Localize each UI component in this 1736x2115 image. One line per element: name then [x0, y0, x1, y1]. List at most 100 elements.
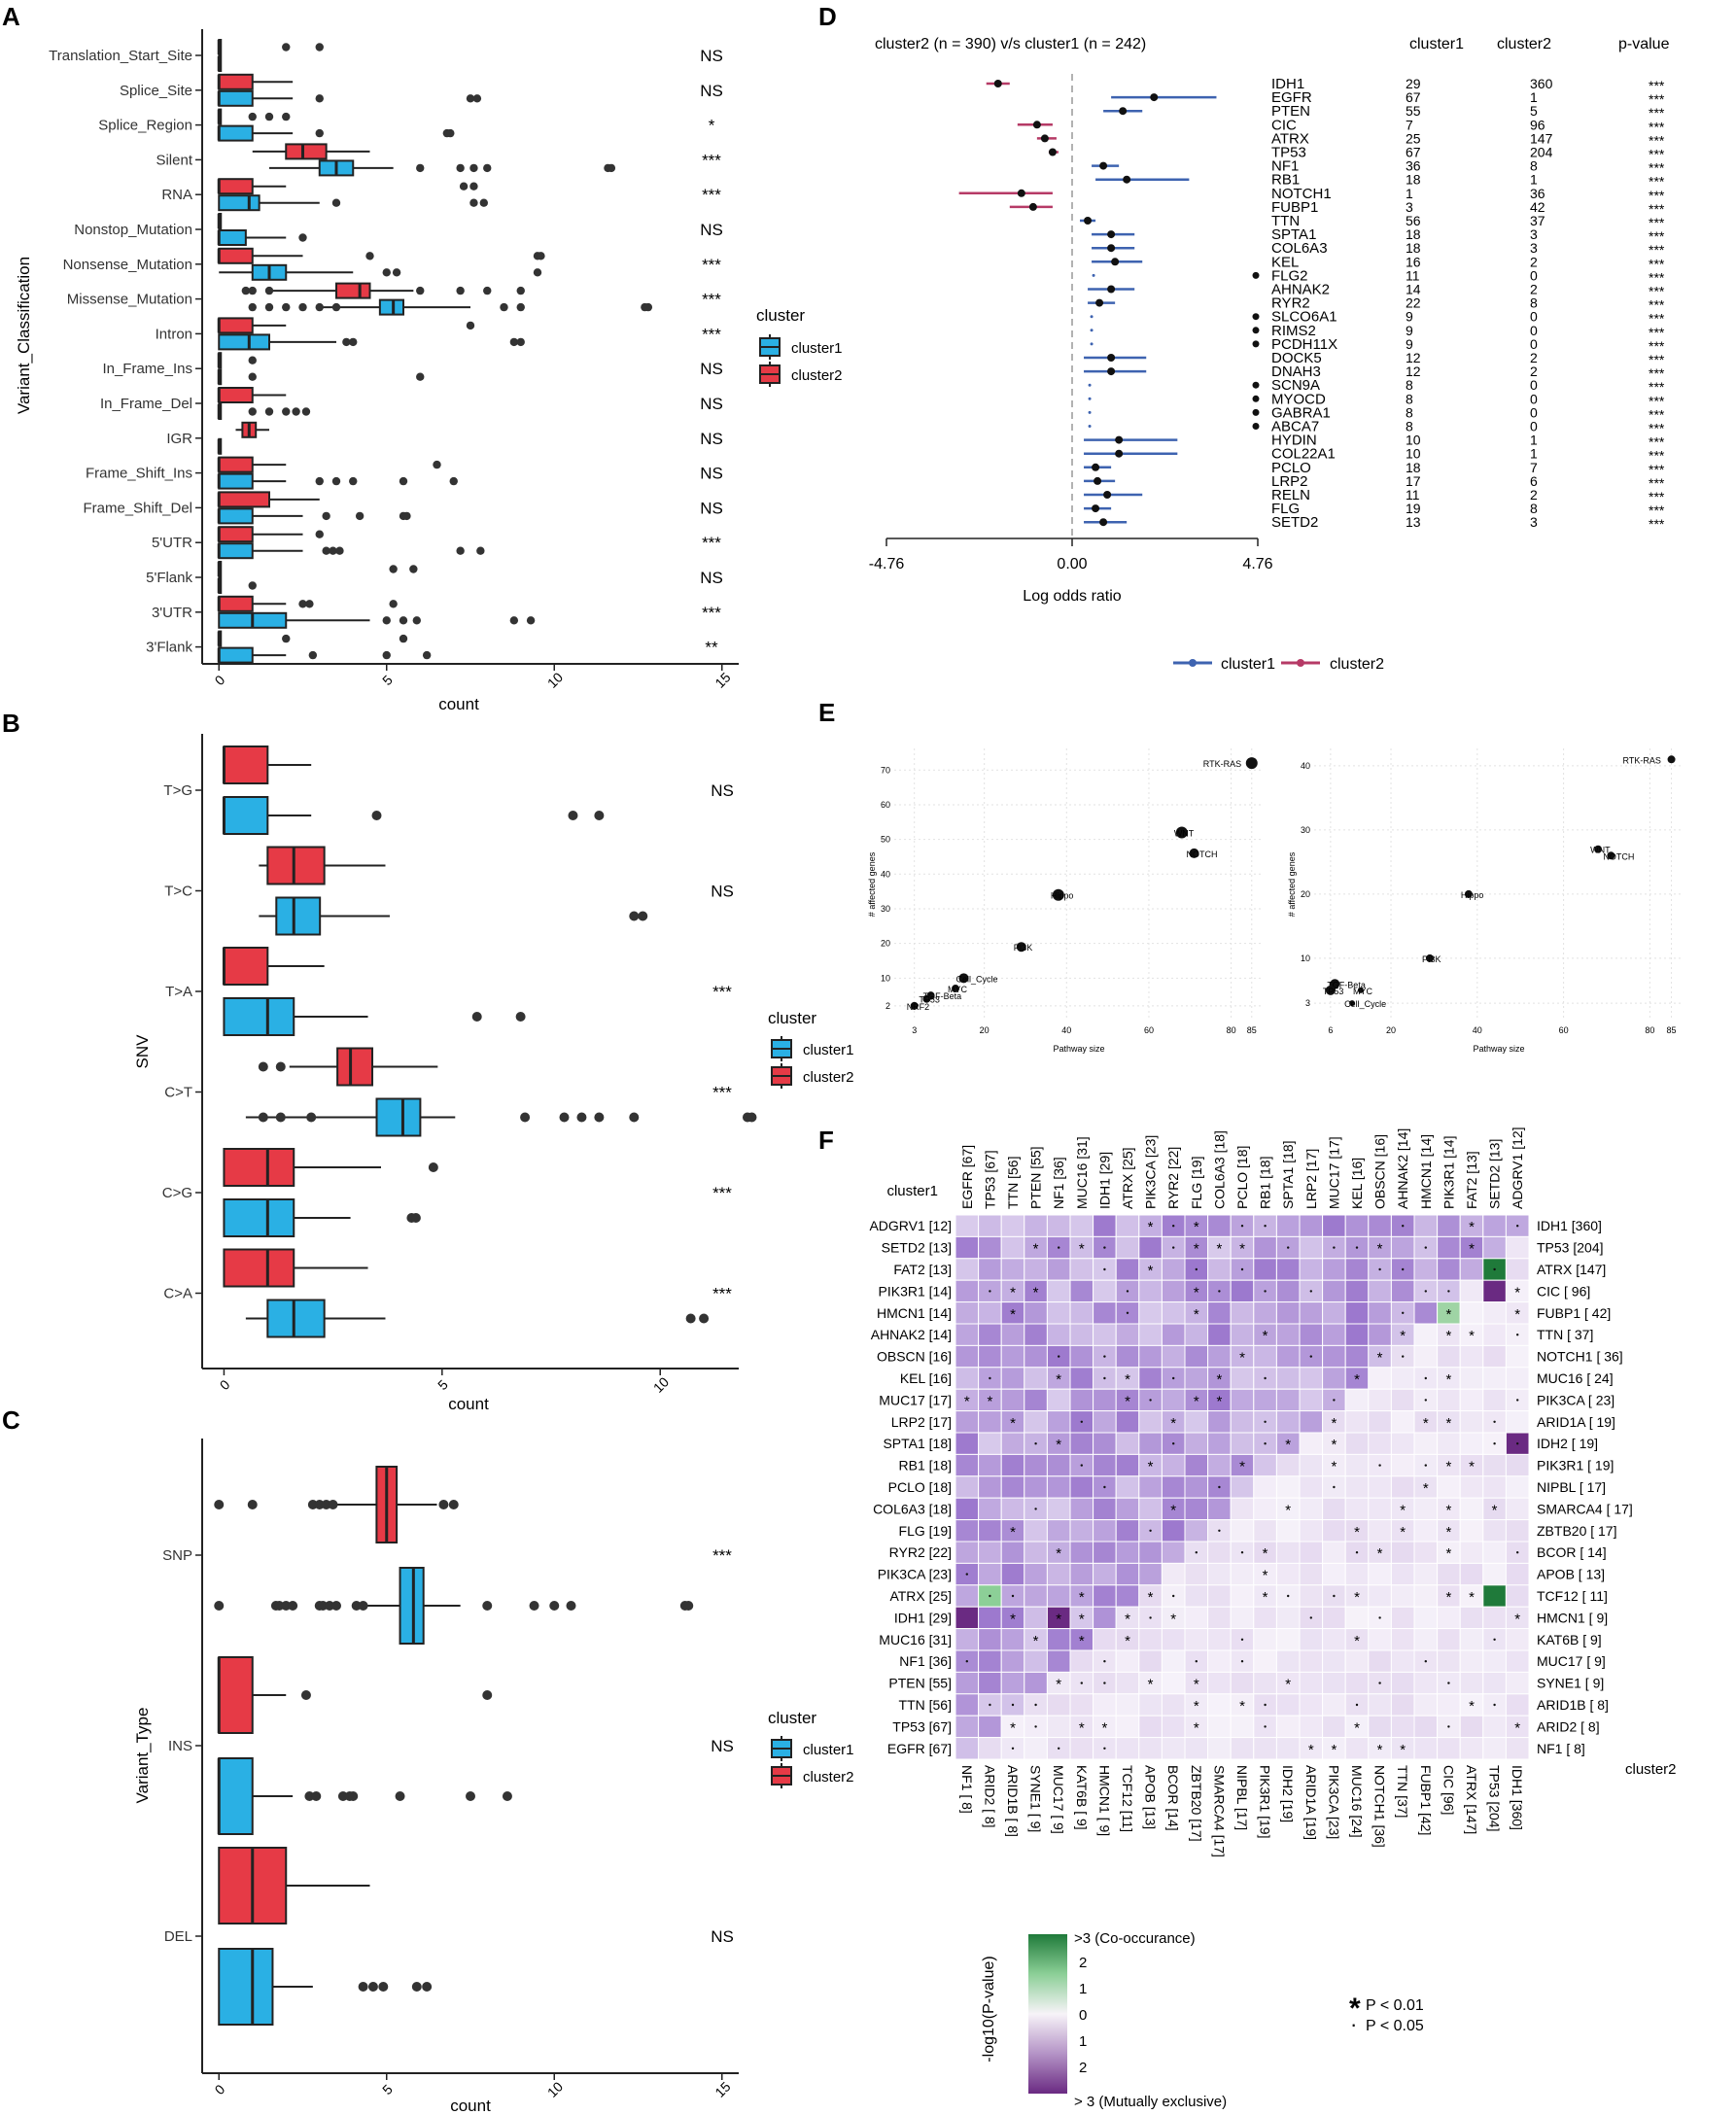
panel-b-legend: cluster cluster1 cluster2	[768, 1009, 854, 1089]
x-tick-label: 15	[712, 2078, 733, 2099]
forest-point	[1107, 367, 1116, 376]
heatmap-star: *	[1445, 1459, 1451, 1475]
significance-label: ***	[712, 1546, 732, 1565]
heatmap-cell	[1046, 1628, 1071, 1651]
forest-gene: RB1	[1271, 172, 1300, 189]
forest-tick-zero: 0.00	[1057, 556, 1087, 572]
heatmap-cell	[1046, 1497, 1071, 1521]
cluster1-outlier	[500, 302, 508, 312]
heatmap-cell	[1207, 1541, 1232, 1564]
forest-count-cluster2: 3	[1530, 240, 1538, 256]
heatmap-cell	[1115, 1475, 1140, 1499]
heatmap-cell	[1000, 1235, 1025, 1260]
forest-point	[1090, 342, 1094, 346]
scatter-y-tick: 3	[1305, 998, 1310, 1008]
heatmap-star: *	[1125, 1393, 1130, 1409]
forest-count-cluster2: 1	[1530, 172, 1538, 188]
significance-label: NS	[711, 1737, 734, 1755]
forest-pvalue: ***	[1649, 365, 1665, 381]
significance-label: NS	[700, 569, 723, 587]
heatmap-cell	[1161, 1475, 1186, 1499]
heatmap-cell	[1368, 1497, 1392, 1521]
cluster1-outlier	[308, 650, 318, 660]
heatmap-cell	[978, 1235, 1002, 1260]
heatmap-cell	[1161, 1258, 1186, 1281]
heatmap-cell	[1138, 1475, 1163, 1499]
heatmap-cell	[1138, 1432, 1163, 1455]
cluster2-box	[218, 595, 254, 612]
heatmap-cell	[1024, 1606, 1048, 1630]
y-tick-label: 3'Flank	[146, 640, 192, 656]
cluster2-box	[223, 745, 269, 784]
scatter-point-label: WNT	[1174, 828, 1195, 838]
heatmap-cell	[1413, 1628, 1439, 1651]
cluster1-outlier	[349, 337, 358, 347]
cluster2-outlier	[321, 1500, 331, 1509]
heatmap-dot	[1034, 1508, 1037, 1510]
cluster2-outlier	[282, 634, 291, 643]
heatmap-cell	[1344, 1410, 1370, 1434]
heatmap-dot	[1218, 1485, 1221, 1489]
heatmap-star: *	[1469, 1328, 1475, 1344]
cluster1-outlier	[471, 1012, 482, 1022]
scatter-point	[910, 1001, 919, 1010]
cluster1-outlier	[258, 1112, 268, 1123]
cluster1-box	[218, 89, 254, 107]
heatmap-cell	[1161, 1693, 1186, 1716]
heatmap-star: *	[1010, 1306, 1016, 1323]
heatmap-cell	[1275, 1301, 1301, 1325]
scatter-point-label: Cell_Cycle	[955, 974, 997, 984]
heatmap-col-label-cluster1: SETD2 [13]	[1487, 1139, 1503, 1209]
heatmap-cell	[1368, 1388, 1392, 1412]
heatmap-star: *	[1216, 1371, 1222, 1388]
forest-pvalue: ***	[1649, 78, 1665, 93]
heatmap-cell	[1161, 1388, 1186, 1412]
heatmap-cell	[1046, 1649, 1071, 1673]
heatmap-cell	[1482, 1235, 1507, 1260]
heatmap-cell	[1505, 1410, 1530, 1434]
forest-title: cluster2 (n = 390) v/s cluster1 (n = 242…	[875, 36, 1146, 52]
heatmap-cell	[1093, 1541, 1117, 1564]
heatmap-col-label-cluster2: TCF12 [11]	[1120, 1765, 1135, 1832]
legend-a-cluster2: cluster2	[791, 367, 843, 384]
heatmap-cell	[1207, 1628, 1232, 1651]
forest-count-cluster2: 8	[1530, 158, 1538, 174]
heatmap-dot	[1011, 1594, 1015, 1598]
heatmap-row-label-cluster1: TP53 [67]	[892, 1718, 952, 1734]
heatmap-dot	[1402, 1225, 1405, 1228]
forest-count-cluster1: 67	[1406, 89, 1421, 105]
y-tick-label: Frame_Shift_Del	[83, 500, 192, 516]
heatmap-dot	[1447, 1725, 1450, 1728]
heatmap-cell	[1138, 1628, 1163, 1651]
cluster2-box	[218, 387, 254, 403]
heatmap-star: *	[1010, 1524, 1016, 1541]
heatmap-cell	[1413, 1432, 1439, 1455]
y-tick-label: Translation_Start_Site	[49, 48, 192, 64]
significance-label: ***	[702, 534, 721, 552]
panel-d-forest: cluster2 (n = 390) v/s cluster1 (n = 242…	[869, 36, 1670, 673]
heatmap-row-label-cluster1: MUC16 [31]	[879, 1632, 952, 1647]
heatmap-cell	[1207, 1432, 1232, 1455]
cluster1-box	[275, 896, 322, 936]
heatmap-cell	[1299, 1649, 1324, 1673]
heatmap-cell	[1207, 1214, 1232, 1237]
heatmap-cell	[1115, 1410, 1140, 1434]
forest-count-cluster2: 2	[1530, 364, 1538, 379]
scatter-y-label: # affected genes	[1287, 851, 1297, 917]
heatmap-cell	[1138, 1715, 1163, 1739]
heatmap-cell	[1024, 1258, 1048, 1281]
forest-pvalue: ***	[1649, 421, 1665, 436]
heatmap-cell	[955, 1301, 980, 1325]
heatmap-cell	[1024, 1584, 1048, 1608]
heatmap-star: *	[1010, 1719, 1016, 1736]
forest-count-cluster1: 16	[1406, 254, 1421, 269]
heatmap-cell	[1344, 1671, 1370, 1695]
cluster2-outlier	[315, 43, 324, 52]
heatmap-cell	[1024, 1649, 1048, 1673]
heatmap-cell	[978, 1258, 1002, 1281]
heatmap-cell	[1000, 1367, 1025, 1390]
cluster2-box	[218, 73, 254, 90]
heatmap-cell	[1344, 1475, 1370, 1499]
heatmap-row-label-cluster1: ATRX [25]	[889, 1588, 952, 1604]
cluster1-box	[218, 124, 254, 142]
